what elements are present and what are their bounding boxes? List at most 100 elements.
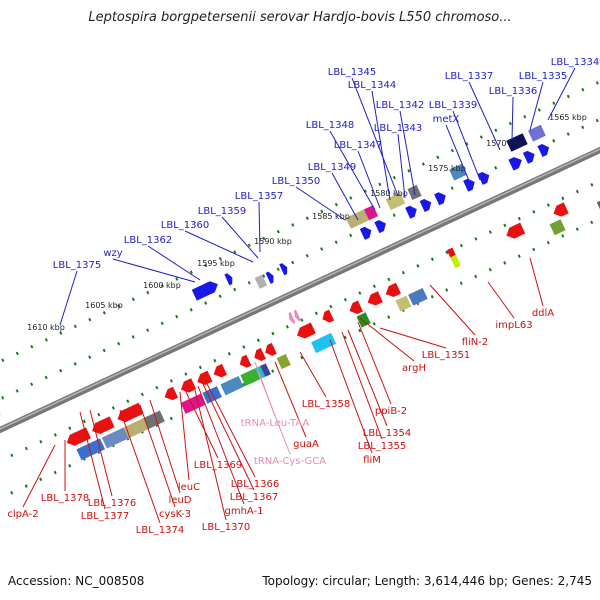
gene-label-reverse[interactable]: leuD <box>169 495 192 506</box>
gene-label-reverse[interactable]: LBL_1376 <box>88 498 136 509</box>
gene-block-33[interactable] <box>450 254 461 269</box>
gene-label-forward[interactable]: LBL_1335 <box>519 71 567 82</box>
gene-block-10[interactable] <box>213 363 227 378</box>
gene-block-2[interactable] <box>117 402 144 423</box>
gene-block-5[interactable] <box>123 417 151 439</box>
gene-label-reverse[interactable]: LBL_1354 <box>363 428 411 439</box>
gene-block-35[interactable] <box>553 202 569 217</box>
gene-block-16[interactable] <box>260 363 271 377</box>
gene-label-forward[interactable]: LBL_1348 <box>306 120 354 131</box>
gene-block-6[interactable] <box>143 410 165 430</box>
gene-block-4[interactable] <box>101 427 129 449</box>
gene-label-reverse[interactable]: cysK-3 <box>159 509 191 520</box>
gene-block-48[interactable] <box>385 192 406 211</box>
gene-label-forward[interactable]: LBL_1357 <box>235 191 283 202</box>
gene-block-53[interactable] <box>449 163 467 181</box>
gene-block-13[interactable] <box>220 376 244 396</box>
gene-block-52[interactable] <box>434 192 446 206</box>
gene-block-59[interactable] <box>522 150 535 164</box>
gene-block-50[interactable] <box>405 205 417 219</box>
gene-label-reverse[interactable]: LBL_1366 <box>231 479 279 490</box>
gene-block-28[interactable] <box>385 282 402 298</box>
gene-label-forward[interactable]: LBL_1362 <box>124 235 172 246</box>
gene-block-8[interactable] <box>180 378 197 393</box>
gene-block-43[interactable] <box>279 263 288 276</box>
gene-label-forward[interactable]: LBL_1375 <box>53 260 101 271</box>
gene-block-17[interactable] <box>239 354 252 368</box>
gene-label-reverse[interactable]: gmhA-1 <box>224 506 263 517</box>
gene-label-reverse[interactable]: tRNA-Leu-TAA <box>241 418 310 429</box>
gene-label-forward[interactable]: LBL_1339 <box>429 100 477 111</box>
gene-label-forward[interactable]: LBL_1347 <box>334 140 382 151</box>
gene-block-55[interactable] <box>477 171 490 185</box>
gene-label-reverse[interactable]: fliM <box>363 455 381 466</box>
gene-block-30[interactable] <box>395 295 412 312</box>
gene-block-26[interactable] <box>349 300 363 314</box>
gene-block-12[interactable] <box>202 386 222 404</box>
gene-label-reverse[interactable]: clpA-2 <box>7 509 38 520</box>
gene-block-14[interactable] <box>240 367 262 387</box>
gene-block-25[interactable] <box>294 309 301 322</box>
gene-block-42[interactable] <box>265 271 274 284</box>
gene-block-0[interactable] <box>66 427 92 446</box>
gene-block-23[interactable] <box>322 309 335 323</box>
gene-label-forward[interactable]: wzy <box>103 248 122 259</box>
gene-block-37[interactable] <box>596 196 600 213</box>
gene-block-39[interactable] <box>206 281 215 294</box>
gene-block-46[interactable] <box>359 226 372 240</box>
gene-block-22[interactable] <box>311 332 337 354</box>
gene-block-41[interactable] <box>254 274 268 289</box>
gene-block-21[interactable] <box>296 322 316 339</box>
gene-block-57[interactable] <box>528 124 546 142</box>
gene-block-1[interactable] <box>92 416 115 434</box>
gene-label-forward[interactable]: LBL_1344 <box>348 80 396 91</box>
gene-block-24[interactable] <box>288 312 296 324</box>
gene-label-reverse[interactable]: LBL_1358 <box>302 399 350 410</box>
gene-label-forward[interactable]: LBL_1359 <box>198 206 246 217</box>
gene-label-forward[interactable]: LBL_1337 <box>445 71 493 82</box>
gene-block-18[interactable] <box>254 347 266 361</box>
gene-block-51[interactable] <box>419 198 432 212</box>
gene-block-7[interactable] <box>164 386 179 401</box>
gene-label-forward[interactable]: LBL_1345 <box>328 67 376 78</box>
gene-label-reverse[interactable]: LBL_1351 <box>422 350 470 361</box>
gene-label-reverse[interactable]: ppiB-2 <box>375 406 407 417</box>
gene-block-20[interactable] <box>276 354 291 370</box>
gene-label-forward[interactable]: LBL_1343 <box>374 123 422 134</box>
gene-label-reverse[interactable]: impL63 <box>495 320 532 331</box>
gene-block-60[interactable] <box>537 144 550 158</box>
gene-block-11[interactable] <box>180 393 206 414</box>
gene-label-reverse[interactable]: LBL_1370 <box>202 522 250 533</box>
gene-label-forward[interactable]: LBL_1349 <box>308 162 356 173</box>
gene-label-forward[interactable]: LBL_1360 <box>161 220 209 231</box>
gene-label-reverse[interactable]: guaA <box>293 439 319 450</box>
gene-label-reverse[interactable]: leuC <box>178 482 200 493</box>
gene-block-31[interactable] <box>408 287 428 306</box>
gene-label-reverse[interactable]: argH <box>402 363 426 374</box>
gene-block-34[interactable] <box>506 222 526 239</box>
gene-block-56[interactable] <box>506 133 528 152</box>
gene-block-15[interactable] <box>254 365 268 380</box>
gene-label-forward[interactable]: metX <box>433 114 460 125</box>
gene-block-27[interactable] <box>367 291 383 306</box>
gene-label-reverse[interactable]: LBL_1369 <box>194 460 242 471</box>
gene-label-reverse[interactable]: tRNA-Cys-GCA <box>254 456 326 467</box>
gene-label-forward[interactable]: LBL_1350 <box>272 176 320 187</box>
gene-block-47[interactable] <box>374 220 386 234</box>
gene-label-reverse[interactable]: LBL_1377 <box>81 511 129 522</box>
gene-block-58[interactable] <box>508 157 522 171</box>
gene-label-forward[interactable]: LBL_1334 <box>551 57 599 68</box>
gene-label-reverse[interactable]: LBL_1378 <box>41 493 89 504</box>
gene-label-reverse[interactable]: fliN-2 <box>462 337 489 348</box>
gene-block-19[interactable] <box>265 342 277 356</box>
gene-label-reverse[interactable]: LBL_1374 <box>136 525 184 536</box>
gene-block-3[interactable] <box>76 438 106 461</box>
gene-block-36[interactable] <box>549 219 566 236</box>
gene-label-forward[interactable]: LBL_1342 <box>376 100 424 111</box>
gene-label-reverse[interactable]: LBL_1367 <box>230 492 278 503</box>
gene-block-54[interactable] <box>463 178 475 192</box>
gene-label-reverse[interactable]: LBL_1355 <box>358 441 406 452</box>
gene-block-40[interactable] <box>224 273 233 286</box>
gene-block-9[interactable] <box>197 370 213 385</box>
gene-label-reverse[interactable]: ddlA <box>532 308 554 319</box>
